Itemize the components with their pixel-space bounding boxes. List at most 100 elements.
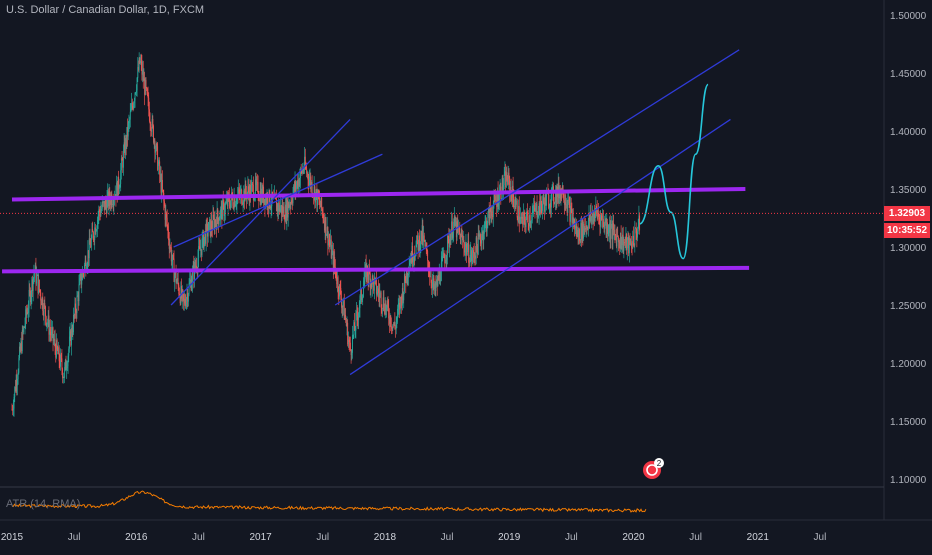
candle-body: [587, 221, 589, 231]
candle-body: [502, 177, 504, 191]
candle-body: [67, 355, 69, 367]
candle-body: [487, 213, 489, 225]
candle-body: [494, 196, 496, 201]
candle-body: [278, 202, 280, 212]
candle-body: [418, 235, 420, 250]
candle-body: [64, 359, 66, 368]
candle-body: [51, 329, 53, 336]
channel-line[interactable]: [173, 153, 383, 248]
candle-body: [393, 324, 394, 326]
candle-body: [342, 306, 344, 307]
candle-body: [301, 170, 303, 174]
candle-body: [521, 216, 523, 219]
candle-body: [198, 246, 200, 258]
candle-body: [319, 204, 321, 208]
candle-body: [602, 218, 604, 220]
candle-body: [86, 264, 88, 270]
candle-body: [185, 303, 187, 307]
channel-line[interactable]: [170, 118, 351, 306]
notification-badge[interactable]: 2: [642, 458, 664, 479]
projection-path[interactable]: [639, 83, 709, 260]
candle-body: [424, 239, 426, 247]
candle-body: [181, 286, 182, 299]
candle-body: [346, 322, 348, 326]
candle-body: [130, 109, 132, 112]
candle-body: [401, 288, 403, 306]
candle-body: [157, 163, 159, 170]
candle-body: [254, 179, 256, 196]
candle-body: [283, 206, 285, 220]
candle-body: [90, 244, 92, 248]
candle-body: [457, 221, 459, 228]
candle-body: [615, 236, 617, 247]
candle-body: [503, 174, 505, 185]
candle-body: [72, 332, 74, 334]
candle-body: [267, 195, 269, 208]
candle-body: [17, 372, 19, 380]
chart-title[interactable]: U.S. Dollar / Canadian Dollar, 1D, FXCM: [6, 4, 205, 16]
drawings-layer[interactable]: [2, 49, 750, 376]
candle-body: [326, 227, 328, 235]
candle-body: [323, 220, 325, 231]
candle-body: [119, 184, 121, 188]
candle-body: [347, 339, 349, 345]
candle-body: [209, 219, 211, 236]
candle-body: [179, 295, 181, 304]
candle-body: [166, 217, 168, 227]
candle-body: [451, 221, 453, 238]
candle-body: [215, 219, 217, 223]
channel-line[interactable]: [349, 118, 731, 376]
candle-body: [287, 199, 288, 218]
candle-body: [265, 197, 267, 204]
candle-body: [207, 231, 209, 237]
candle-body: [578, 229, 580, 237]
candle-body: [100, 210, 102, 216]
candle-body: [591, 213, 593, 218]
candle-body: [568, 199, 570, 203]
candle-body: [533, 204, 535, 211]
candle-body: [460, 233, 462, 244]
candle-body: [21, 341, 23, 352]
candle-body: [540, 196, 542, 206]
candle-body: [198, 246, 200, 247]
atr-indicator-label[interactable]: ATR (14, RMA): [6, 498, 81, 510]
candle-body: [186, 293, 188, 299]
candle-body: [229, 203, 231, 208]
candle-body: [582, 219, 584, 239]
candle-body: [168, 240, 170, 249]
candle-body: [548, 207, 550, 209]
channel-line[interactable]: [334, 49, 740, 306]
candle-body: [98, 209, 100, 217]
candle-body: [538, 203, 540, 216]
candle-body: [31, 279, 33, 295]
candle-body: [444, 259, 446, 264]
candle-body: [159, 161, 161, 175]
candle-body: [620, 232, 622, 249]
candle-body: [91, 229, 93, 239]
candle-body: [465, 244, 467, 248]
candle-body: [172, 254, 174, 259]
candle-body: [42, 297, 44, 311]
candle-body: [289, 204, 291, 206]
candle-body: [167, 226, 169, 230]
candle-body: [491, 211, 493, 216]
candle-body: [122, 160, 124, 168]
candle-body: [486, 224, 488, 232]
horizontal-level-line[interactable]: [11, 187, 746, 202]
candle-body: [303, 168, 305, 171]
candle-body: [192, 270, 193, 283]
candle-body: [551, 186, 553, 192]
candle-body: [509, 186, 511, 194]
candle-body: [226, 198, 228, 207]
candle-body: [127, 123, 129, 137]
candle-body: [571, 209, 573, 223]
candle-body: [99, 212, 101, 216]
candle-body: [371, 281, 373, 288]
candle-body: [103, 201, 105, 211]
time-axis[interactable]: 2015 Jul 2016 Jul 2017 Jul 2018 Jul 2019 Jul 2020 J…: [1, 532, 826, 543]
candle-body: [598, 216, 600, 218]
price-axis[interactable]: 1.50000 1.45000 1.40000 1.35000 1.30000 1.250…: [890, 11, 927, 486]
horizontal-level-line[interactable]: [2, 265, 750, 274]
